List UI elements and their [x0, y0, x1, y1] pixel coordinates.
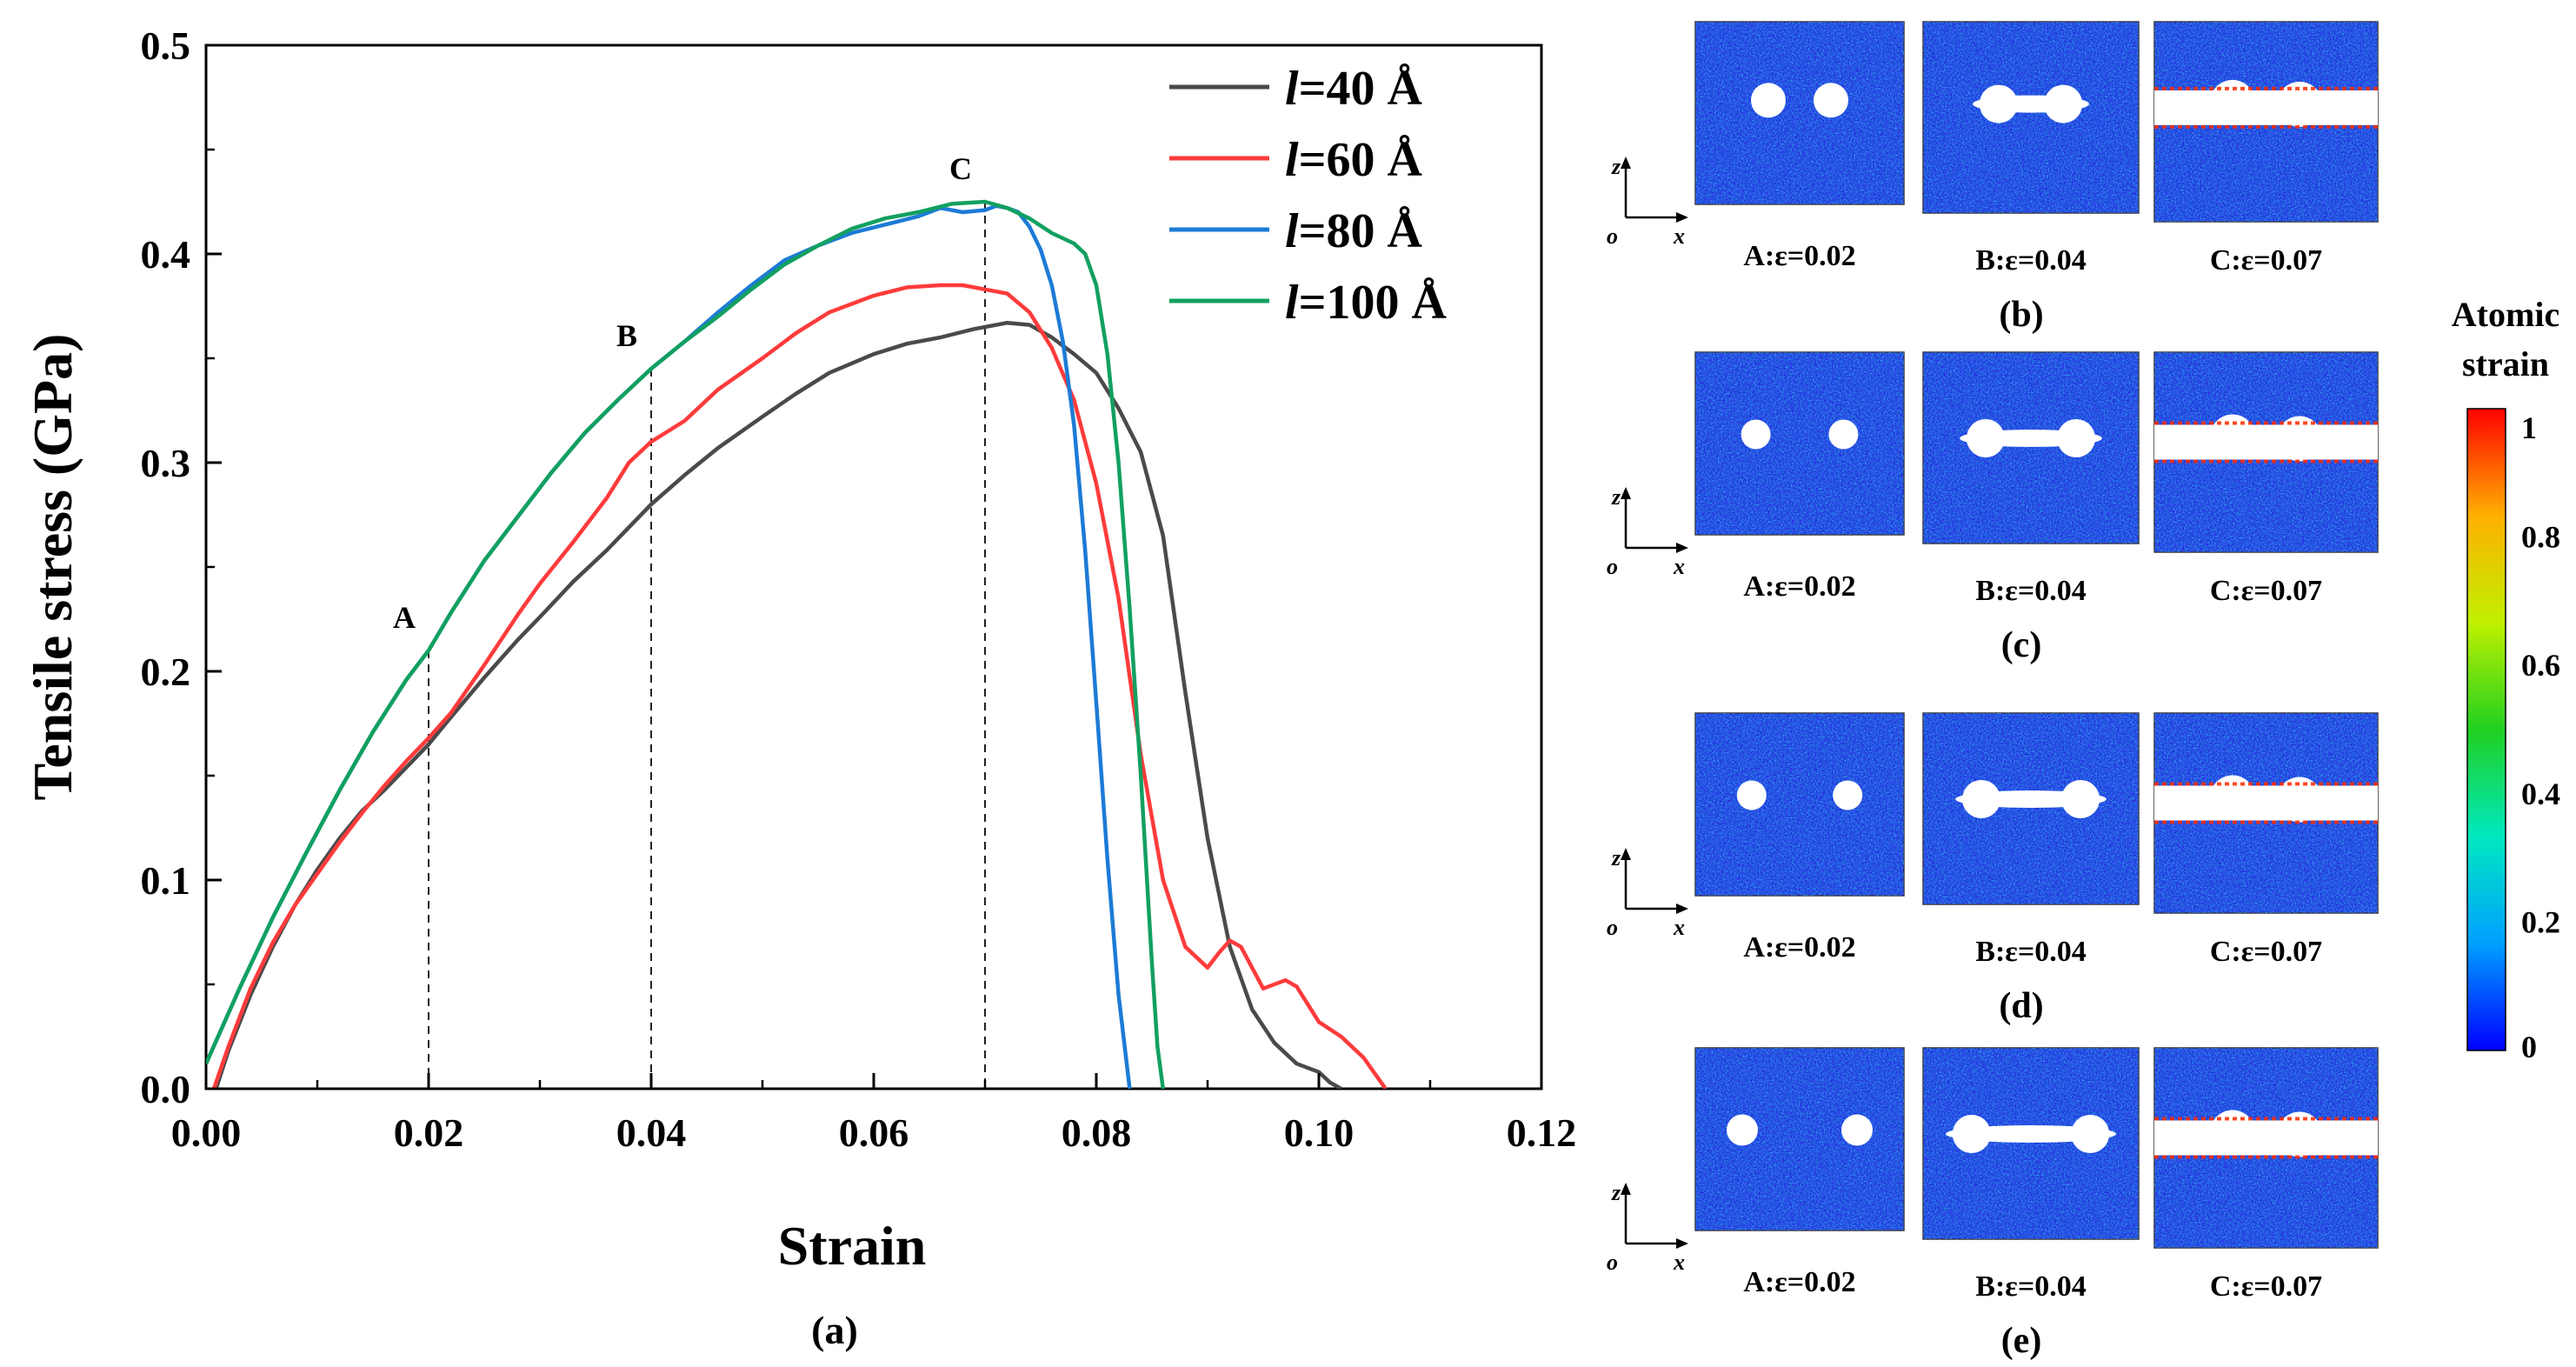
marker-label: C	[949, 151, 972, 186]
x-axis-label: Strain	[778, 1215, 927, 1277]
colorbar-tick-label: 0	[2521, 1030, 2537, 1064]
marker-label: B	[616, 318, 637, 353]
atomic-strain-snapshots: A:ε=0.02 B:ε=0.04 C:ε=0.07 (b) z o x A:ε=0.02 B:…	[1607, 21, 2379, 1361]
snapshot-row: A:ε=0.02 B:ε=0.04 C:ε=0.07 (d) z o x	[1607, 712, 2379, 1026]
marker-label: A	[393, 600, 416, 635]
snapshot-image	[1694, 1047, 1905, 1231]
snapshot-row: A:ε=0.02 B:ε=0.04 C:ε=0.07 (c) z o x	[1607, 351, 2379, 665]
series-group	[206, 199, 1388, 1089]
axis-z-label: z	[1611, 484, 1621, 510]
y-tick-label: 0.4	[141, 232, 191, 277]
atomic-strain-colorbar: Atomic strain 1 0.8 0.6 0.4 0.2 0	[2452, 295, 2560, 1064]
axis-x-label: x	[1673, 915, 1685, 940]
x-tick-label: 0.02	[394, 1110, 464, 1155]
x-tick-label: 0.08	[1062, 1110, 1132, 1155]
axis-x-label: x	[1673, 1250, 1685, 1275]
colorbar-tick-label: 0.8	[2521, 520, 2560, 555]
snapshot-panel-label: (b)	[1999, 295, 2043, 335]
plot-frame	[204, 43, 1543, 1090]
y-axis-label: Tensile stress (GPa)	[22, 334, 83, 801]
x-tick-label: 0.12	[1507, 1110, 1577, 1155]
x-axis-ticks: 0.00 0.02 0.04 0.06 0.08 0.10 0.12	[171, 1073, 1577, 1155]
legend-entry: l=60 Å	[1285, 133, 1422, 187]
series-line	[206, 203, 1132, 1089]
y-tick-label: 0.3	[141, 441, 191, 485]
snapshot-strain-label: A:ε=0.02	[1743, 240, 1855, 272]
snapshot-strain-label: A:ε=0.02	[1743, 931, 1855, 964]
axis-x-label: x	[1673, 554, 1685, 579]
x-tick-label: 0.00	[171, 1110, 242, 1155]
legend-entry: l=80 Å	[1285, 204, 1422, 258]
snapshot-strain-label: A:ε=0.02	[1743, 570, 1855, 603]
colorbar-tick-label: 1	[2521, 410, 2537, 445]
x-tick-label: 0.10	[1284, 1110, 1355, 1155]
stress-strain-chart: ABC 0.00 0.02 0.04 0.06 0.08 0.10 0.12 0.00.10…	[22, 23, 1576, 1352]
legend-entry: l=100 Å	[1285, 276, 1447, 330]
axis-z-label: z	[1611, 845, 1621, 870]
colorbar-tick-label: 0.4	[2521, 777, 2560, 811]
snapshot-image	[2153, 21, 2379, 223]
y-tick-label: 0.5	[141, 23, 191, 68]
snapshot-image	[1922, 21, 2140, 214]
snapshot-panel-label: (c)	[2001, 625, 2042, 665]
snapshot-strain-label: C:ε=0.07	[2210, 936, 2322, 968]
coordinate-axes-icon: z o x	[1607, 154, 1688, 249]
snapshot-image	[1922, 1047, 2140, 1240]
y-tick-label: 0.0	[141, 1067, 191, 1111]
axis-origin-label: o	[1607, 554, 1618, 579]
marker-labels: A B C	[393, 151, 972, 635]
snapshot-strain-label: C:ε=0.07	[2210, 244, 2322, 277]
legend: l=40 Å l=60 Å l=80 Å l=100 Å	[1169, 62, 1447, 330]
x-tick-label: 0.04	[616, 1110, 687, 1155]
snapshot-strain-label: A:ε=0.02	[1743, 1266, 1855, 1298]
snapshot-image	[1694, 351, 1905, 536]
series-line	[206, 199, 1166, 1089]
y-tick-label: 0.2	[141, 650, 191, 694]
snapshot-panel-label: (d)	[1999, 986, 2043, 1026]
axis-z-label: z	[1611, 154, 1621, 179]
snapshot-panel-label: (e)	[2001, 1321, 2042, 1361]
y-axis-ticks: 0.0 0.1 0.2 0.3 0.4 0.5	[141, 23, 222, 1111]
snapshot-strain-label: C:ε=0.07	[2210, 1270, 2322, 1303]
colorbar-gradient	[2466, 408, 2506, 1051]
snapshot-image	[2153, 351, 2379, 553]
colorbar-ticks: 1 0.8 0.6 0.4 0.2 0	[2521, 410, 2560, 1064]
snapshot-strain-label: C:ε=0.07	[2210, 575, 2322, 607]
colorbar-title-line1: Atomic	[2452, 295, 2559, 334]
series-line	[211, 283, 1388, 1089]
axis-x-label: x	[1673, 223, 1685, 249]
coordinate-axes-icon: z o x	[1607, 484, 1688, 579]
snapshot-row: A:ε=0.02 B:ε=0.04 C:ε=0.07 (e) z o x	[1607, 1047, 2379, 1361]
axis-origin-label: o	[1607, 223, 1618, 249]
series-line	[214, 320, 1342, 1089]
marker-guide-lines	[428, 202, 986, 1089]
snapshot-image	[1694, 712, 1905, 897]
colorbar-title-line2: strain	[2462, 344, 2549, 383]
axis-origin-label: o	[1607, 1250, 1618, 1275]
snapshot-strain-label: B:ε=0.04	[1975, 244, 2086, 277]
snapshot-image	[2153, 1047, 2379, 1249]
colorbar-tick-label: 0.2	[2521, 904, 2560, 939]
snapshot-image	[1694, 21, 1905, 205]
snapshot-strain-label: B:ε=0.04	[1975, 1270, 2086, 1303]
axis-z-label: z	[1611, 1180, 1621, 1205]
coordinate-axes-icon: z o x	[1607, 1180, 1688, 1275]
legend-entry: l=40 Å	[1285, 62, 1422, 116]
snapshot-strain-label: B:ε=0.04	[1975, 936, 2086, 968]
axis-origin-label: o	[1607, 915, 1618, 940]
snapshot-image	[1922, 351, 2140, 544]
colorbar-tick-label: 0.6	[2521, 648, 2560, 683]
x-tick-label: 0.06	[839, 1110, 909, 1155]
coordinate-axes-icon: z o x	[1607, 845, 1688, 940]
snapshot-strain-label: B:ε=0.04	[1975, 575, 2086, 607]
snapshot-image	[2153, 712, 2379, 914]
panel-label-a: (a)	[811, 1308, 858, 1352]
snapshot-image	[1922, 712, 2140, 905]
snapshot-row: A:ε=0.02 B:ε=0.04 C:ε=0.07 (b) z o x	[1607, 21, 2379, 335]
y-tick-label: 0.1	[141, 858, 191, 903]
